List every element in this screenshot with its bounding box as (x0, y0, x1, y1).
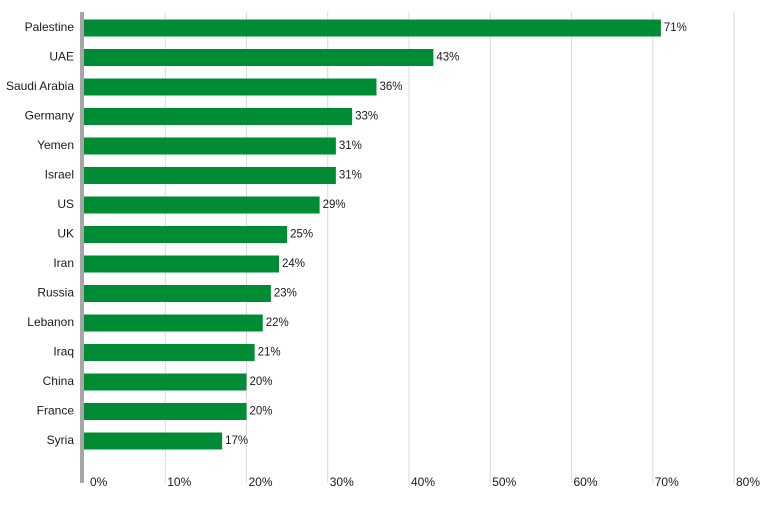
value-label: 36% (380, 81, 403, 93)
value-label: 31% (339, 170, 362, 182)
x-tick-label: 50% (492, 475, 516, 489)
value-label: 33% (355, 111, 378, 123)
category-labels: Palestine UAE Saudi Arabia Germany Yemen Isra… (6, 20, 74, 447)
category-label: Iraq (53, 345, 74, 359)
category-label: Lebanon (27, 315, 74, 329)
value-label: 29% (323, 199, 346, 211)
bar (84, 137, 336, 155)
category-label: France (37, 404, 75, 418)
x-tick-label: 80% (736, 475, 760, 489)
bar (84, 373, 247, 391)
bar (84, 432, 223, 450)
category-label: Germany (25, 109, 74, 123)
value-label: 24% (282, 258, 305, 270)
value-label: 21% (258, 347, 281, 359)
x-tick-label: 60% (574, 475, 598, 489)
value-label: 20% (250, 406, 273, 418)
bar (84, 167, 336, 184)
x-tick-label: 40% (411, 475, 435, 489)
bar (84, 403, 247, 420)
bar (84, 49, 434, 66)
value-label: 23% (274, 288, 297, 300)
bar (84, 108, 353, 125)
bar (84, 344, 255, 361)
category-label: UK (57, 227, 74, 241)
value-label: 22% (266, 317, 289, 329)
category-label: US (57, 197, 74, 211)
bar (84, 78, 377, 96)
bar (84, 196, 320, 214)
category-label: Palestine (25, 20, 75, 34)
bar (84, 285, 271, 302)
bars (84, 19, 661, 450)
value-label: 31% (339, 140, 362, 152)
category-label: China (43, 374, 75, 388)
value-label: 20% (250, 376, 273, 388)
bar (84, 19, 661, 37)
value-label: 17% (225, 435, 248, 447)
x-tick-label: 20% (249, 475, 273, 489)
category-label: Syria (47, 433, 75, 447)
x-tick-label: 10% (167, 475, 191, 489)
bar (84, 255, 279, 273)
category-label: Iran (53, 256, 74, 270)
x-axis-tick-labels: 0% 10% 20% 30% 40% 50% 60% 70% 80% (90, 475, 760, 489)
value-label: 71% (664, 22, 687, 34)
x-tick-label: 30% (330, 475, 354, 489)
value-label: 25% (290, 229, 313, 241)
category-label: Saudi Arabia (6, 79, 74, 93)
category-label: Israel (45, 168, 74, 182)
category-label: Yemen (37, 138, 74, 152)
category-label: UAE (49, 50, 74, 64)
value-labels: 71% 43% 36% 33% 31% 31% 29% 25% 24% 23% 22% 21% 20% 2… (225, 22, 687, 447)
bar (84, 314, 263, 332)
x-tick-label: 70% (655, 475, 679, 489)
category-label: Russia (37, 286, 74, 300)
x-tick-label: 0% (90, 475, 108, 489)
bar (84, 226, 288, 243)
value-label: 43% (436, 52, 459, 64)
